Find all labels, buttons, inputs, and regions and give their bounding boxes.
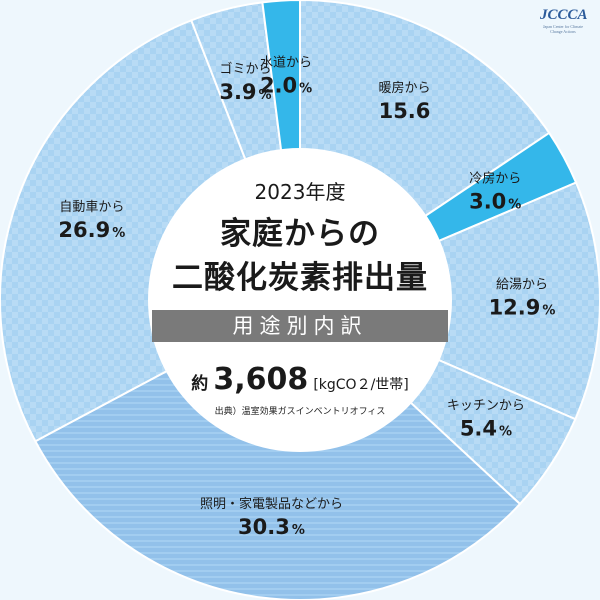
slice-value-1: 3.0% — [469, 189, 521, 213]
slice-value-2: 12.9% — [489, 296, 556, 320]
slice-label-3: キッチンから — [447, 398, 525, 413]
total-emissions: 約 3,608 [kgCO２/世帯] — [150, 362, 450, 397]
logo-text: JCCCA — [540, 7, 588, 23]
slice-value-7: 2.0% — [260, 73, 312, 97]
slice-label-4: 照明・家電製品などから — [200, 496, 343, 512]
total-unit: [kgCO２/世帯] — [313, 377, 409, 393]
center-year: 2023年度 — [254, 180, 346, 204]
slice-value-3: 5.4% — [460, 416, 512, 440]
jccca-logo: JCCCA Japan Center for Climate Change Ac… — [540, 6, 588, 34]
source-note: 出典）温室効果ガスインベントリオフィス — [214, 407, 386, 417]
logo-subtext: Japan Center for Climate Change Actions — [542, 24, 584, 34]
total-prefix: 約 — [191, 374, 209, 394]
total-value: 3,608 — [213, 362, 309, 397]
slice-value-6: 3.9% — [219, 80, 271, 104]
slice-value-5: 26.9% — [58, 218, 125, 242]
center-title-line1: 家庭からの — [220, 216, 380, 252]
slice-label-1: 冷房から — [469, 170, 521, 186]
slice-value-0: 15.6 — [379, 99, 431, 123]
slice-label-6: ゴミから — [219, 61, 271, 77]
slice-label-5: 自動車から — [59, 200, 124, 215]
labels-group: 暖房から 15.6 冷房から 3.0 % 給湯から 12.9 % キッチンから 5.4 % 照明・家電… — [58, 55, 555, 539]
slice-label-2: 給湯から — [496, 278, 548, 293]
slice-value-4: 30.3% — [238, 515, 305, 539]
slice-label-7: 水道から — [260, 55, 312, 70]
breakdown-banner: 用途別内訳 — [152, 310, 448, 342]
center-hole — [148, 148, 452, 452]
center-title-line2: 二酸化炭素排出量 — [172, 260, 428, 296]
slice-label-0: 暖房から — [378, 80, 430, 96]
